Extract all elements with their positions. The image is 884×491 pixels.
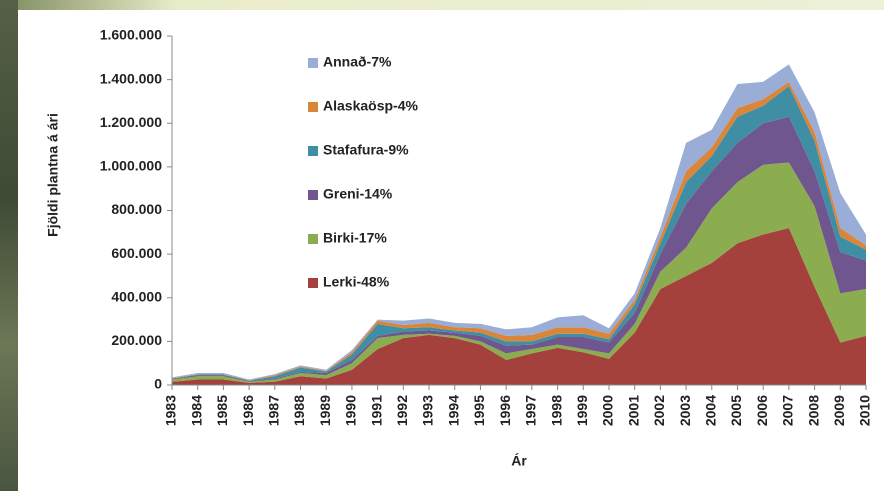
x-tick-label: 2007 — [780, 395, 796, 426]
x-tick-label: 1992 — [394, 395, 410, 426]
x-tick-label: 1985 — [214, 395, 230, 426]
legend-swatch — [308, 146, 318, 156]
y-tick-label: 1.600.000 — [100, 27, 162, 43]
legend-label: Birki-17% — [323, 230, 387, 246]
x-tick-label: 1994 — [445, 395, 461, 426]
x-tick-label: 1998 — [548, 395, 564, 426]
legend-swatch — [308, 190, 318, 200]
x-tick-label: 1993 — [420, 395, 436, 426]
x-tick-label: 2006 — [754, 395, 770, 426]
legend-swatch — [308, 278, 318, 288]
page: {"chart_data": {"type": "stacked-area", … — [0, 0, 884, 491]
x-tick-label: 2003 — [677, 395, 693, 426]
x-tick-label: 2010 — [857, 395, 873, 426]
x-tick-label: 2001 — [625, 395, 641, 426]
x-tick-label: 1983 — [163, 395, 179, 426]
legend-label: Annað-7% — [323, 54, 392, 70]
x-tick-label: 1990 — [343, 395, 359, 426]
x-tick-label: 1988 — [291, 395, 307, 426]
y-tick-label: 1.000.000 — [100, 158, 162, 174]
legend-label: Stafafura-9% — [323, 142, 409, 158]
chart: Fjöldi plantna á ári Ár 0 200.000 400.000 6… — [18, 10, 884, 491]
background-band — [0, 0, 18, 491]
x-tick-label: 2004 — [702, 395, 718, 426]
x-tick-label: 1996 — [497, 395, 513, 426]
y-tick-label: 1.400.000 — [100, 70, 162, 86]
x-tick-label: 1986 — [240, 395, 256, 426]
x-tick-label: 1999 — [574, 395, 590, 426]
x-tick-label: 2009 — [831, 395, 847, 426]
y-tick-label: 1.200.000 — [100, 114, 162, 130]
x-tick-label: 1997 — [523, 395, 539, 426]
x-tick-label: 1989 — [317, 395, 333, 426]
legend-label: Lerki-48% — [323, 274, 390, 290]
y-axis-label: Fjöldi plantna á ári — [45, 113, 61, 237]
x-tick-label: 2008 — [805, 395, 821, 426]
y-tick-label: 800.000 — [111, 201, 162, 217]
legend-swatch — [308, 58, 318, 68]
y-tick-label: 0 — [154, 376, 162, 392]
legend-label: Alaskaösp-4% — [323, 98, 418, 114]
x-tick-label: 1987 — [266, 395, 282, 426]
x-tick-label: 1995 — [471, 395, 487, 426]
y-tick-label: 400.000 — [111, 288, 162, 304]
x-tick-label: 1991 — [368, 395, 384, 426]
x-tick-label: 2005 — [728, 395, 744, 426]
legend-swatch — [308, 102, 318, 112]
x-tick-label: 2002 — [651, 395, 667, 426]
y-tick-label: 200.000 — [111, 332, 162, 348]
legend-label: Greni-14% — [323, 186, 393, 202]
background-band — [0, 0, 884, 10]
y-tick-label: 600.000 — [111, 245, 162, 261]
x-axis-label: Ár — [511, 453, 527, 469]
x-tick-label: 2000 — [600, 395, 616, 426]
legend-swatch — [308, 234, 318, 244]
x-tick-label: 1984 — [188, 395, 204, 426]
